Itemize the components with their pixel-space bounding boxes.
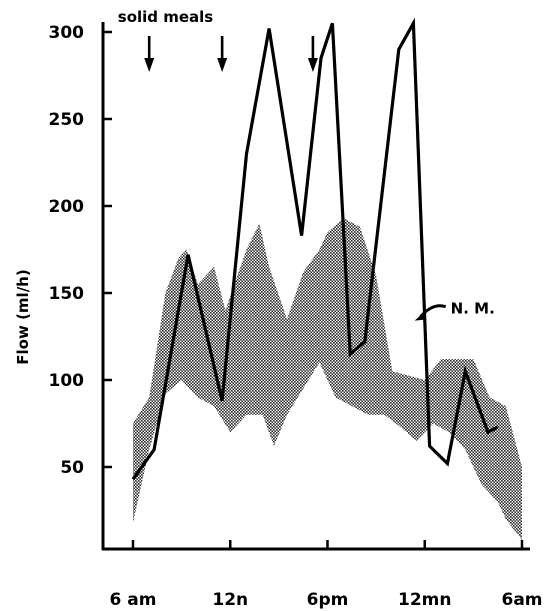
series-label-nm: N. M. xyxy=(451,300,495,318)
x-tick-label: 12n xyxy=(212,590,248,610)
y-tick-label: 300 xyxy=(49,23,85,43)
y-tick-label: 100 xyxy=(49,371,85,391)
normal-range-band xyxy=(133,218,522,541)
x-tick-label: 6pm xyxy=(307,590,349,610)
meal-arrowhead xyxy=(307,58,318,72)
x-tick-label: 6am xyxy=(501,590,542,610)
meal-arrowhead xyxy=(217,58,228,72)
y-tick-label: 150 xyxy=(49,284,85,304)
x-tick-label: 6 am xyxy=(110,590,157,610)
series-line-nm xyxy=(131,17,499,481)
y-tick-label: 200 xyxy=(49,197,85,217)
x-tick-label: 12mn xyxy=(398,590,451,610)
nm-pointer-head xyxy=(414,309,427,321)
solid-meals-label: solid meals xyxy=(118,8,214,26)
y-axis-title: Flow (ml/h) xyxy=(14,269,32,364)
meal-arrowhead xyxy=(144,58,155,72)
y-tick-label: 50 xyxy=(60,458,84,478)
y-tick-label: 250 xyxy=(49,110,85,130)
